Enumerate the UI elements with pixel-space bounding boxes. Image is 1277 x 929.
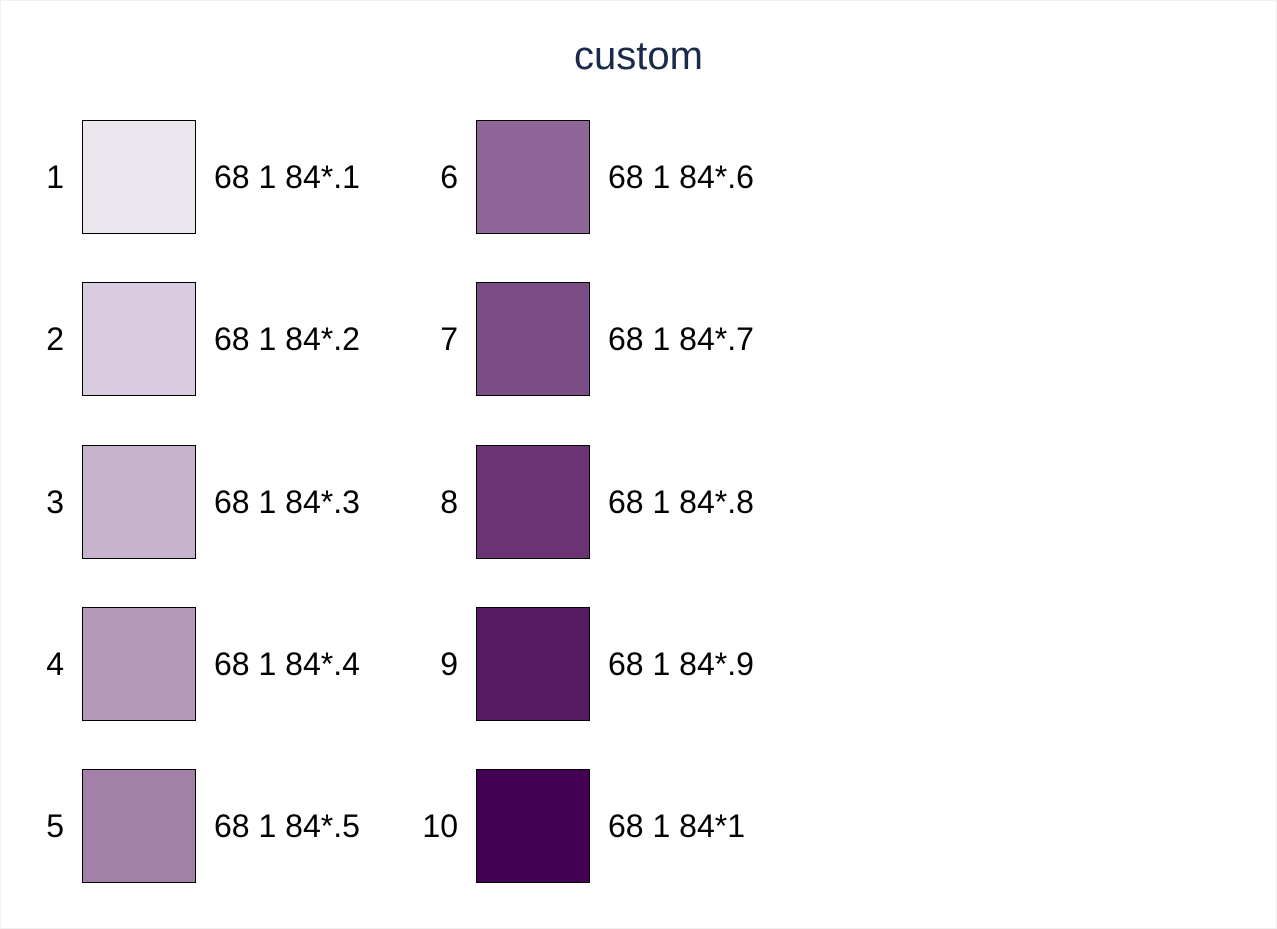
palette-index: 1: [46, 159, 64, 195]
color-swatch: [476, 120, 590, 234]
palette-index: 10: [422, 808, 458, 844]
palette-entry: 4 68 1 84*.4: [0, 607, 380, 721]
color-swatch: [476, 769, 590, 883]
palette-index: 3: [46, 484, 64, 520]
palette-entry: 2 68 1 84*.2: [0, 282, 380, 396]
color-swatch: [82, 282, 196, 396]
palette-label: 68 1 84*.8: [608, 484, 754, 520]
palette-index: 7: [440, 321, 458, 357]
palette-label: 68 1 84*.3: [214, 484, 360, 520]
color-swatch: [82, 120, 196, 234]
color-swatch: [476, 445, 590, 559]
color-swatch: [82, 445, 196, 559]
palette-label: 68 1 84*.5: [214, 808, 360, 844]
palette-label: 68 1 84*1: [608, 808, 746, 844]
color-swatch: [82, 769, 196, 883]
color-swatch: [476, 607, 590, 721]
palette-entry: 6 68 1 84*.6: [394, 120, 774, 234]
palette-label: 68 1 84*.1: [214, 159, 360, 195]
palette-entry: 5 68 1 84*.5: [0, 769, 380, 883]
palette-label: 68 1 84*.7: [608, 321, 754, 357]
palette-entry: 10 68 1 84*1: [394, 769, 774, 883]
palette-index: 5: [46, 808, 64, 844]
palette-label: 68 1 84*.2: [214, 321, 360, 357]
palette-index: 8: [440, 484, 458, 520]
palette-label: 68 1 84*.9: [608, 646, 754, 682]
color-swatch: [82, 607, 196, 721]
palette-entry: 3 68 1 84*.3: [0, 445, 380, 559]
palette-label: 68 1 84*.4: [214, 646, 360, 682]
palette-index: 6: [440, 159, 458, 195]
chart-title: custom: [574, 34, 703, 78]
palette-entry: 1 68 1 84*.1: [0, 120, 380, 234]
palette-entry: 8 68 1 84*.8: [394, 445, 774, 559]
palette-entry: 7 68 1 84*.7: [394, 282, 774, 396]
palette-index: 2: [46, 321, 64, 357]
palette-index: 4: [46, 646, 64, 682]
palette-label: 68 1 84*.6: [608, 159, 754, 195]
color-swatch: [476, 282, 590, 396]
palette-index: 9: [440, 646, 458, 682]
palette-entry: 9 68 1 84*.9: [394, 607, 774, 721]
